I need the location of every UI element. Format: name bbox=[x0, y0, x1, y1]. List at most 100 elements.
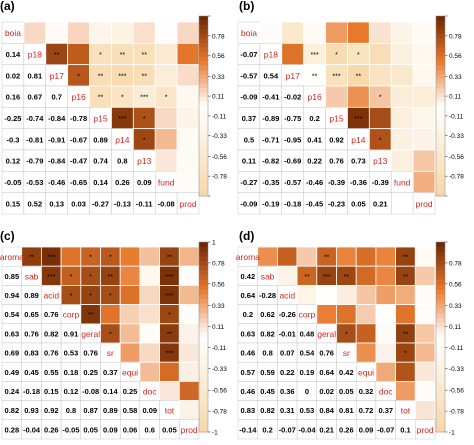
colorbar-segment bbox=[436, 289, 445, 295]
correlation-value: 0.16 bbox=[6, 93, 21, 102]
correlation-value: -0.05 bbox=[4, 178, 21, 187]
variable-label: p15 bbox=[93, 114, 107, 124]
significance-mark: * bbox=[165, 95, 168, 102]
significance-mark: * bbox=[168, 312, 171, 319]
correlation-value: 0.09 bbox=[359, 425, 374, 434]
heatmap-cell bbox=[412, 64, 436, 87]
colorbar-segment bbox=[436, 417, 445, 423]
correlation-value: -0.67 bbox=[70, 135, 87, 144]
colorbar-segment bbox=[199, 417, 208, 423]
colorbar-tick-label: 0.56 bbox=[449, 281, 462, 288]
grid-cell bbox=[415, 419, 436, 440]
colorbar-segment bbox=[199, 398, 208, 404]
correlation-value: 0.26 bbox=[115, 178, 130, 187]
colorbar-tick-label: 0.11 bbox=[449, 94, 462, 101]
colorbar-tick-label: 0.33 bbox=[212, 74, 225, 81]
correlation-value: -0.47 bbox=[70, 157, 87, 166]
correlation-value: 0.94 bbox=[5, 291, 20, 300]
heatmap-cell bbox=[336, 284, 357, 305]
colorbar-tick-label: 0.56 bbox=[449, 53, 462, 60]
correlation-value: -0.36 bbox=[350, 178, 367, 187]
variable-label: p16 bbox=[72, 92, 86, 102]
correlation-value: 0.74 bbox=[93, 157, 108, 166]
heatmap-cell bbox=[368, 106, 392, 130]
significance-mark: ** bbox=[142, 52, 148, 59]
correlation-value: -0.75 bbox=[284, 114, 301, 123]
correlation-value: -0.84 bbox=[48, 157, 66, 166]
colorbar-frame bbox=[198, 241, 209, 433]
heatmap-cell bbox=[139, 304, 160, 325]
correlation-value: 0.55 bbox=[44, 368, 59, 377]
heatmap-cell bbox=[296, 246, 318, 267]
colorbar-segment bbox=[436, 332, 445, 338]
variable-label: prod bbox=[180, 199, 197, 209]
correlation-value: 0.64 bbox=[241, 291, 256, 300]
variable-label: acid bbox=[279, 291, 295, 301]
heatmap-cell bbox=[375, 323, 396, 344]
colorbar-frame bbox=[435, 15, 446, 197]
colorbar-segment bbox=[436, 101, 445, 107]
heatmap-cell bbox=[395, 361, 416, 382]
colorbar-segment bbox=[436, 155, 445, 161]
colorbar-segment bbox=[436, 25, 445, 30]
colorbar-segment bbox=[199, 160, 208, 165]
heatmap-cell bbox=[178, 246, 200, 267]
correlation-value: 0.64 bbox=[319, 368, 334, 377]
colorbar-segment bbox=[199, 16, 208, 21]
colorbar-segment bbox=[199, 29, 208, 35]
colorbar-segment bbox=[436, 97, 445, 102]
significance-mark: *** bbox=[118, 73, 126, 80]
correlation-value: -0.57 bbox=[240, 71, 257, 80]
correlation-value: 0.5 bbox=[244, 135, 254, 144]
correlation-value: -0.95 bbox=[284, 135, 301, 144]
variable-label: prod bbox=[416, 199, 433, 209]
heatmap-cell bbox=[119, 246, 141, 267]
correlation-value: -0.08 bbox=[82, 387, 99, 396]
colorbar-segment bbox=[436, 164, 445, 170]
colorbar-segment bbox=[436, 327, 445, 333]
colorbar-segment bbox=[436, 261, 445, 267]
heatmap-cell bbox=[390, 128, 414, 151]
correlation-value: -0.14 bbox=[239, 425, 257, 434]
significance-mark: * bbox=[89, 274, 92, 281]
colorbar-segment bbox=[436, 160, 445, 165]
colorbar-segment bbox=[436, 79, 445, 84]
heatmap-cell bbox=[336, 304, 357, 325]
heatmap-cell bbox=[132, 21, 156, 44]
correlation-value: 0.54 bbox=[264, 71, 279, 80]
variable-label: corp bbox=[63, 310, 80, 320]
heatmap-cell bbox=[176, 85, 200, 108]
significance-mark: *** bbox=[311, 52, 319, 59]
variable-label: equi bbox=[122, 367, 138, 377]
correlation-value: -0.01 bbox=[279, 329, 296, 338]
heatmap-cell bbox=[154, 42, 178, 66]
heatmap-cell bbox=[281, 42, 305, 66]
correlation-value: -0.91 bbox=[48, 135, 65, 144]
heatmap-cell bbox=[336, 246, 357, 267]
correlation-value: -0.79 bbox=[26, 157, 43, 166]
colorbar-segment bbox=[199, 169, 208, 174]
heatmap-cell bbox=[368, 21, 392, 44]
colorbar-segment bbox=[436, 133, 445, 138]
heatmap-cell bbox=[368, 42, 392, 66]
correlation-value: 0.76 bbox=[44, 349, 59, 358]
colorbar-tick-label: 0.56 bbox=[212, 53, 225, 60]
correlation-value: 0.83 bbox=[24, 349, 39, 358]
correlation-value: 0.37 bbox=[103, 368, 118, 377]
colorbar-segment bbox=[436, 47, 445, 53]
correlation-value: 0.58 bbox=[123, 406, 138, 415]
colorbar-segment bbox=[436, 242, 445, 248]
heatmap-cell bbox=[414, 380, 436, 401]
significance-mark: * bbox=[109, 293, 112, 300]
heatmap-cell bbox=[154, 21, 178, 44]
correlation-value: 0.41 bbox=[307, 135, 322, 144]
correlation-value: -0.13 bbox=[114, 199, 131, 208]
correlation-value: 0.89 bbox=[93, 135, 108, 144]
correlation-value: -0.02 bbox=[284, 93, 301, 102]
colorbar-segment bbox=[199, 38, 208, 44]
colorbar-segment bbox=[436, 375, 445, 381]
colorbar-segment bbox=[436, 265, 445, 271]
grid-cell bbox=[391, 192, 414, 215]
correlation-value: -0.08 bbox=[158, 199, 175, 208]
heatmap-cell bbox=[375, 304, 396, 325]
